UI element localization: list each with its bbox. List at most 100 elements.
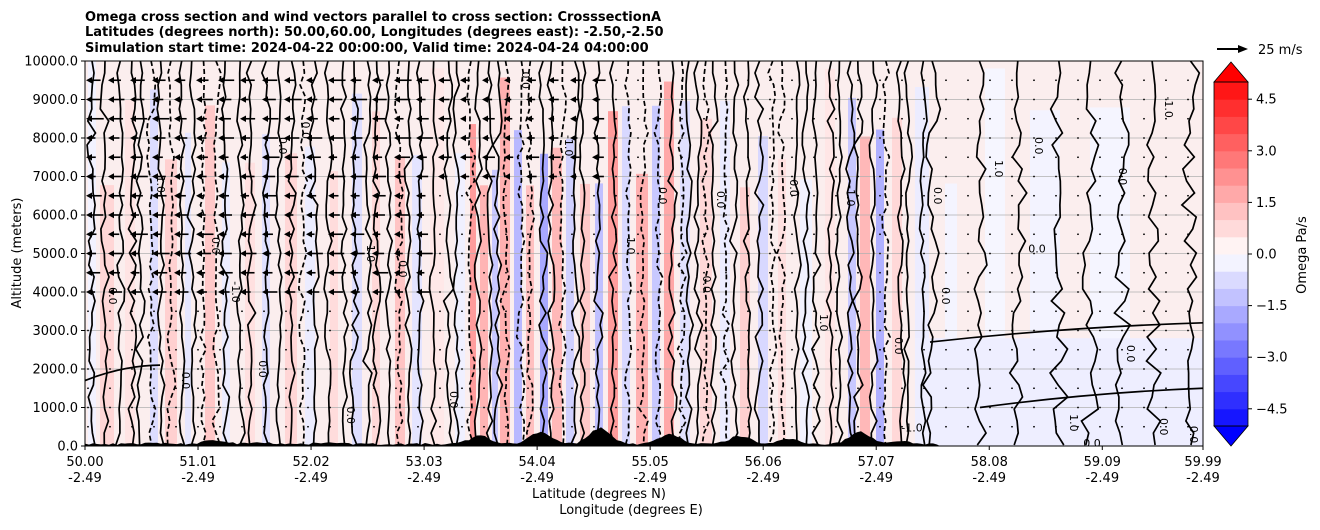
contour-line <box>442 61 455 446</box>
wind-vector <box>879 310 881 313</box>
wind-vector-head <box>284 154 290 161</box>
wind-vector-head <box>504 96 510 103</box>
contour-label: 0.0 <box>1187 426 1200 444</box>
wind-vector-head <box>240 77 246 84</box>
wind-vector-head <box>416 211 422 219</box>
wind-vector-head <box>196 231 202 238</box>
wind-vector <box>813 406 815 409</box>
wind-vector <box>87 310 89 313</box>
wind-vector <box>329 329 331 332</box>
wind-vector-head <box>372 115 378 122</box>
wind-vector <box>1011 291 1013 293</box>
contour-line <box>767 61 778 446</box>
contour-line <box>394 61 405 446</box>
wind-vector <box>1099 271 1101 274</box>
wind-vector <box>351 329 353 332</box>
wind-vector <box>637 387 639 390</box>
wind-vector <box>769 117 771 120</box>
wind-vector <box>1033 425 1035 428</box>
wind-vector-head <box>350 211 356 219</box>
wind-vector-head <box>394 231 400 238</box>
wind-vector <box>857 137 859 139</box>
wind-vector-head <box>570 77 576 84</box>
wind-vector <box>681 252 683 255</box>
wind-vector <box>87 425 89 428</box>
title-line-1: Omega cross section and wind vectors par… <box>85 10 661 25</box>
wind-vector <box>989 79 991 82</box>
wind-vector <box>483 214 485 216</box>
contour-line <box>297 61 309 446</box>
wind-vector <box>1055 348 1057 351</box>
wind-vector <box>153 348 155 351</box>
colorbar-segment <box>1214 340 1248 358</box>
contour-label: 0.0 <box>256 360 269 378</box>
wind-vector-head <box>174 231 180 238</box>
contour-label: 1.0 <box>154 175 167 193</box>
wind-vector-head <box>218 77 224 84</box>
wind-vector <box>945 137 947 139</box>
wind-vector <box>1121 291 1123 293</box>
wind-vector <box>505 194 507 197</box>
wind-vector <box>703 387 705 390</box>
wind-vector <box>813 348 815 351</box>
wind-vector-head <box>306 211 312 219</box>
contour-line <box>979 387 1203 409</box>
wind-vector <box>197 368 199 370</box>
contour-line <box>473 61 483 446</box>
wind-vector <box>1055 156 1057 159</box>
wind-vector <box>549 194 551 197</box>
wind-vector-head <box>372 231 378 238</box>
wind-vector <box>967 194 969 197</box>
wind-vector <box>659 252 661 255</box>
contour-label: -1.0 <box>562 135 575 156</box>
wind-vector-head <box>350 173 356 180</box>
contour-line <box>608 61 618 446</box>
wind-vector-head <box>130 211 136 219</box>
wind-vector <box>571 214 573 216</box>
wind-vector <box>615 156 617 159</box>
wind-vector-head <box>438 96 444 103</box>
wind-vector-head <box>174 115 180 122</box>
wind-vector <box>747 291 749 293</box>
wind-vector-head <box>262 211 268 219</box>
wind-vector <box>945 368 947 370</box>
wind-vector <box>857 291 859 293</box>
contour-line <box>810 61 822 446</box>
wind-vector <box>1121 271 1123 274</box>
wind-vector <box>835 79 837 82</box>
wind-vector-head <box>570 96 576 103</box>
wind-vector-head <box>570 134 576 142</box>
wind-vector-head <box>262 269 268 276</box>
wind-vector <box>659 98 661 101</box>
wind-vector <box>659 137 661 139</box>
wind-vector <box>857 214 859 216</box>
wind-vector-head <box>570 173 576 180</box>
wind-vector-head <box>372 154 378 161</box>
wind-vector <box>791 406 793 409</box>
wind-vector <box>637 425 639 428</box>
wind-vector <box>879 233 881 236</box>
colorbar-segment <box>1214 202 1248 221</box>
omega-band <box>720 100 730 446</box>
contour-line <box>676 61 688 446</box>
wind-vector <box>703 368 705 370</box>
contour-line <box>929 321 1203 343</box>
wind-vector <box>857 117 859 120</box>
wind-vector <box>835 387 837 390</box>
x-tick-label-lat: 54.04 <box>519 455 556 470</box>
wind-vector <box>923 79 925 82</box>
contour-label: 0.0 <box>892 337 905 355</box>
wind-vector <box>747 79 749 82</box>
omega-band <box>455 153 465 446</box>
wind-vector <box>483 387 485 390</box>
wind-vector-head <box>526 154 532 161</box>
wind-vector <box>219 329 221 332</box>
wind-vector <box>615 233 617 236</box>
contour-line <box>624 61 633 446</box>
wind-vector-head <box>240 173 246 180</box>
contour-line <box>918 61 928 446</box>
wind-vector-head <box>108 115 114 122</box>
wind-vector-head <box>372 211 378 219</box>
wind-vector-head <box>438 154 444 161</box>
wind-vector <box>549 329 551 332</box>
